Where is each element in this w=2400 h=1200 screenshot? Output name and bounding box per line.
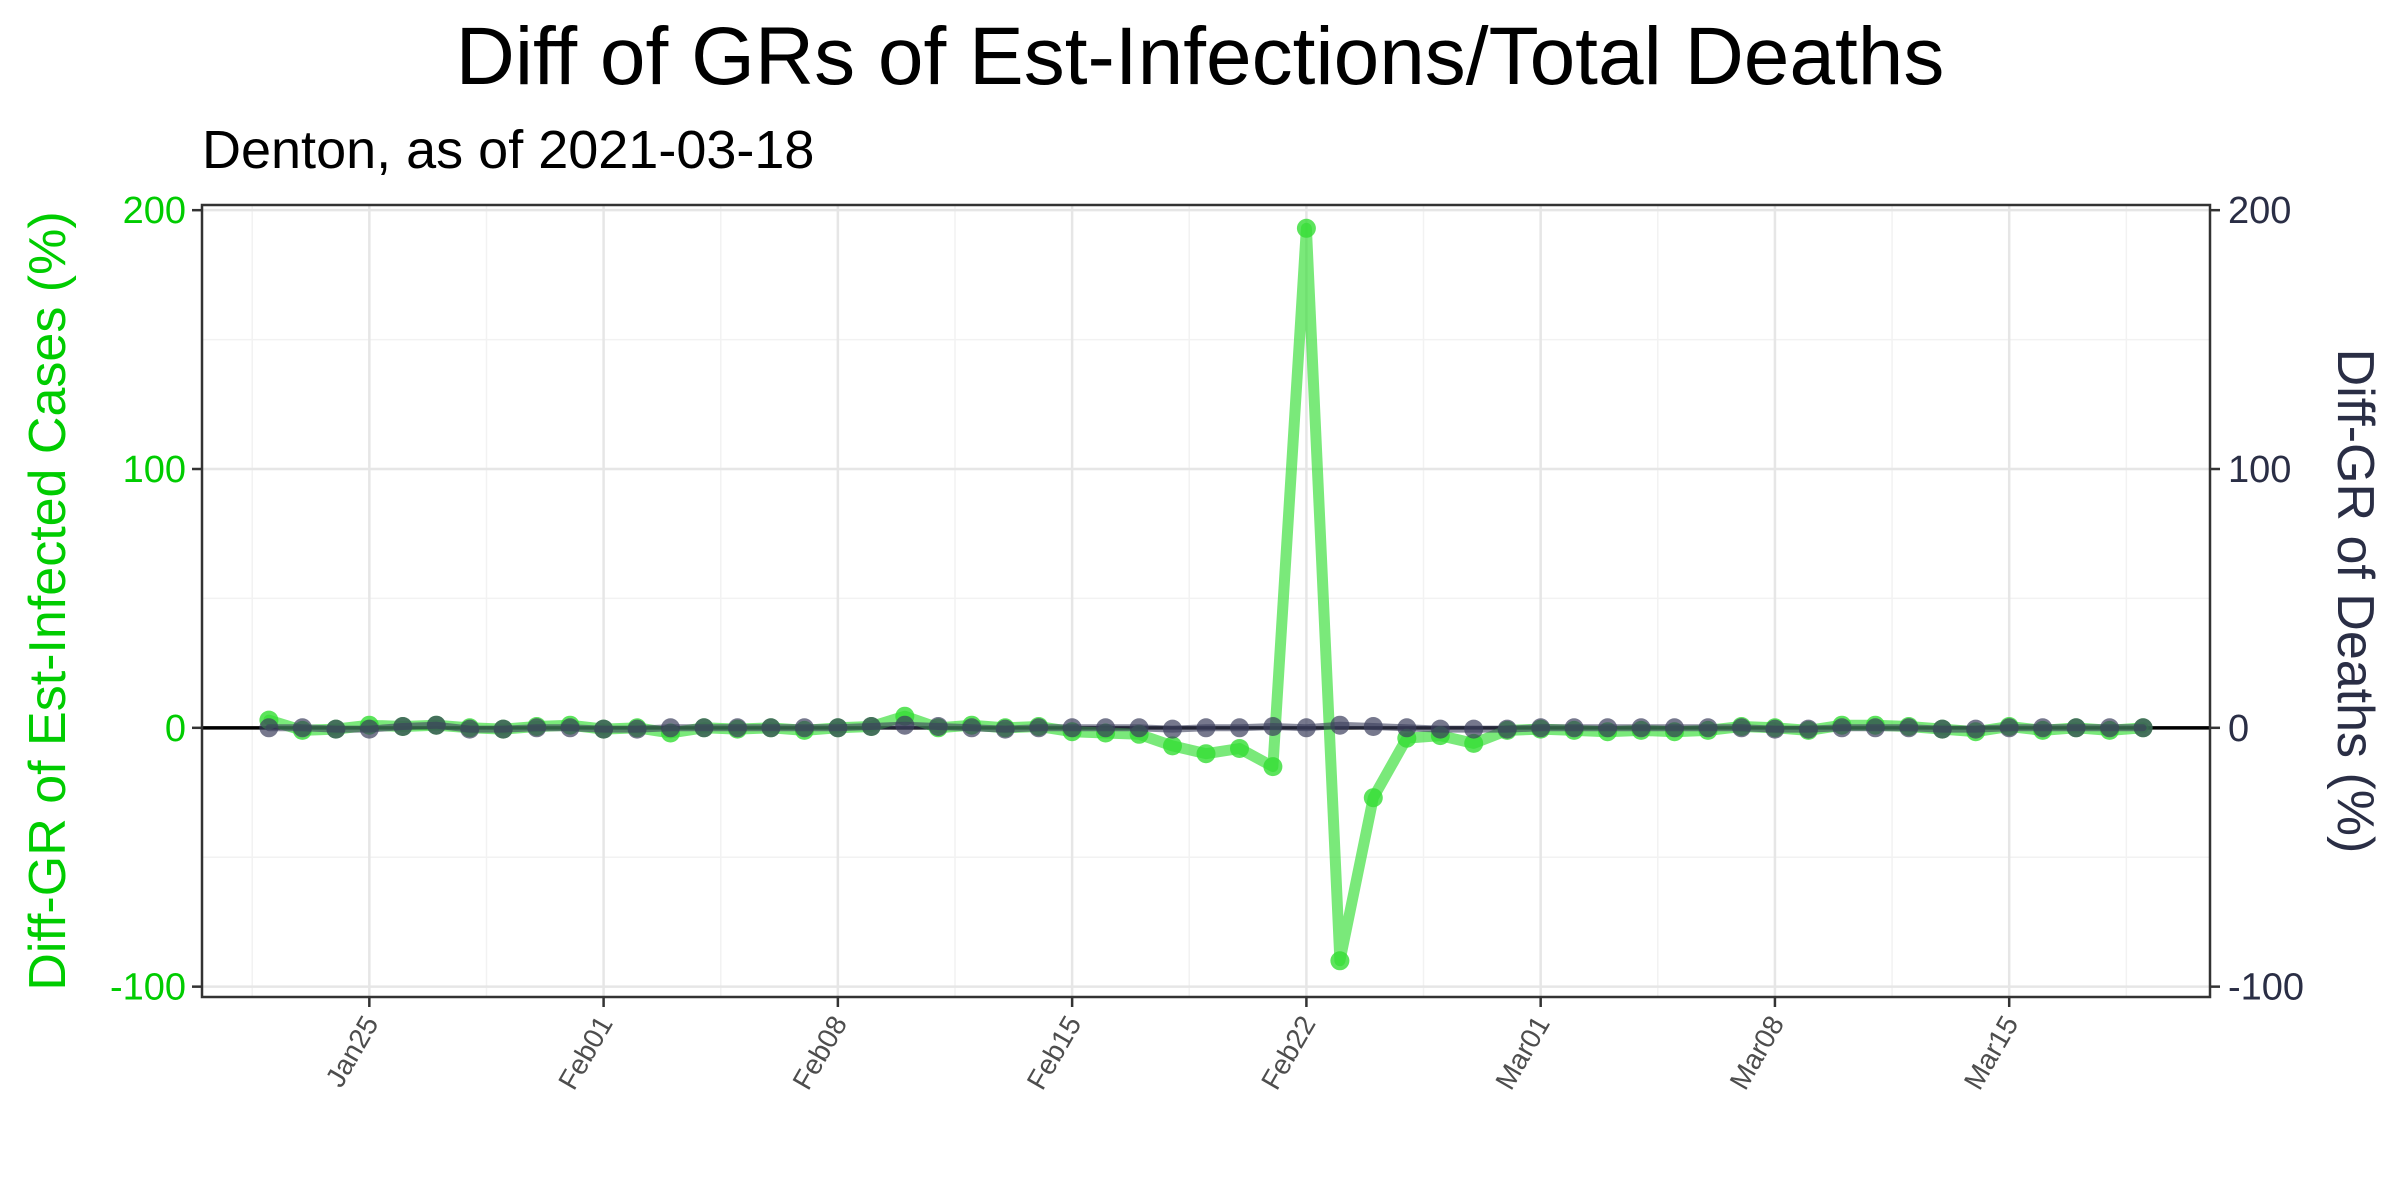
data-point (1330, 951, 1350, 971)
y-axis-label-left: Diff-GR of Est-Infected Cases (%) (19, 211, 77, 990)
data-point (1430, 719, 1450, 739)
data-point (661, 718, 680, 738)
data-point (895, 715, 915, 735)
grid (202, 205, 2210, 997)
data-point (1765, 719, 1785, 739)
data-point (1464, 733, 1484, 753)
data-point (1865, 718, 1885, 738)
x-tick-label: Feb08 (787, 1011, 854, 1095)
data-point (1129, 718, 1149, 738)
data-point (694, 718, 714, 738)
data-point (426, 715, 446, 735)
data-point (560, 718, 580, 738)
y-tick-label-left: -100 (110, 967, 186, 1009)
series-group (259, 218, 2153, 971)
x-tick-label: Jan25 (320, 1011, 385, 1093)
data-point (1196, 718, 1216, 738)
data-point (1230, 718, 1249, 738)
y-tick-label-right: 200 (2228, 190, 2291, 232)
data-point (1096, 718, 1116, 738)
data-point (1531, 718, 1551, 738)
y-tick-label-right: 0 (2228, 708, 2249, 750)
data-point (1665, 718, 1684, 738)
data-point (1497, 719, 1517, 739)
data-point (1263, 717, 1283, 736)
data-point (1196, 744, 1216, 764)
data-point (1832, 718, 1852, 738)
y-tick-label-left: 200 (123, 190, 186, 232)
data-point (728, 718, 747, 738)
data-point (1296, 218, 1316, 238)
data-point (1598, 718, 1618, 738)
data-point (1966, 719, 1986, 739)
data-point (393, 717, 413, 736)
data-point (861, 717, 881, 736)
data-point (1999, 718, 2019, 738)
data-point (527, 718, 547, 738)
data-point (962, 718, 982, 738)
data-point (2133, 718, 2153, 738)
data-point (2100, 718, 2120, 738)
axes: -100 -100 0 0 100 100 200 200 Jan25 Feb01 Feb08 Feb… (110, 190, 2304, 1095)
x-tick-label: Feb01 (552, 1011, 619, 1095)
data-point (1564, 718, 1584, 738)
data-point (1932, 719, 1952, 739)
data-point (794, 718, 814, 738)
chart-subtitle: Denton, as of 2021-03-18 (202, 120, 814, 180)
x-tick-label: Mar01 (1489, 1011, 1556, 1095)
data-point (493, 719, 513, 739)
data-point (2066, 718, 2086, 738)
data-point (1163, 719, 1182, 739)
data-point (928, 717, 948, 736)
data-point (1397, 718, 1417, 738)
x-tick-label: Mar08 (1724, 1011, 1791, 1095)
series-line (263, 222, 2149, 967)
plot-panel-border (200, 203, 2212, 999)
y-tick-label-left: 100 (123, 449, 186, 491)
data-point (1732, 718, 1751, 738)
data-point (1296, 718, 1316, 738)
data-point (1631, 718, 1651, 738)
data-point (627, 719, 647, 739)
data-point (828, 718, 848, 738)
data-point (1899, 718, 1919, 738)
data-point (1698, 718, 1718, 738)
data-point (1363, 717, 1383, 736)
data-point (761, 718, 781, 738)
data-point (460, 719, 480, 739)
data-point (1330, 715, 1350, 735)
data-point (1163, 736, 1182, 756)
y-tick-label-left: 0 (165, 708, 186, 750)
x-tick-label: Feb15 (1021, 1011, 1088, 1095)
y-tick-label-right: 100 (2228, 449, 2291, 491)
data-point (1230, 739, 1249, 758)
data-point (1363, 788, 1383, 808)
data-point (1798, 719, 1818, 739)
data-point (594, 719, 614, 739)
data-point (259, 718, 279, 738)
x-tick-label: Feb22 (1255, 1011, 1322, 1095)
data-point (995, 719, 1015, 739)
data-point (326, 719, 346, 739)
data-point (2033, 718, 2053, 738)
y-tick-label-right: -100 (2228, 967, 2304, 1009)
data-point (1464, 719, 1484, 739)
x-tick-label: Mar15 (1958, 1011, 2025, 1095)
data-point (1062, 718, 1082, 738)
data-point (1263, 757, 1283, 777)
data-point (1029, 718, 1049, 738)
chart-title: Diff of GRs of Est-Infections/Total Deat… (456, 11, 1945, 102)
y-axis-label-right: Diff-GR of Deaths (%) (2326, 349, 2384, 854)
data-point (359, 719, 379, 739)
data-point (292, 718, 312, 738)
